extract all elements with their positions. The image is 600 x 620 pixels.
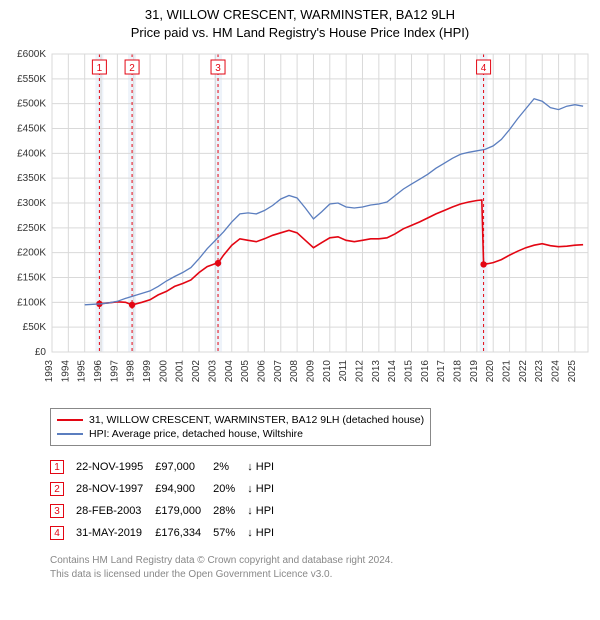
svg-text:£50K: £50K <box>23 323 47 334</box>
sales-pct: 2% <box>213 456 247 478</box>
svg-text:£200K: £200K <box>17 248 46 259</box>
svg-text:2007: 2007 <box>273 360 284 383</box>
sales-date: 28-NOV-1997 <box>76 478 155 500</box>
svg-text:2008: 2008 <box>289 360 300 383</box>
legend-label: 31, WILLOW CRESCENT, WARMINSTER, BA12 9L… <box>89 414 424 426</box>
sales-price: £176,334 <box>155 522 213 544</box>
svg-text:2004: 2004 <box>224 360 235 383</box>
sales-row: 328-FEB-2003£179,00028%↓ HPI <box>50 500 286 522</box>
svg-text:£300K: £300K <box>17 198 46 209</box>
svg-text:2006: 2006 <box>256 360 267 383</box>
sales-marker: 4 <box>50 522 76 544</box>
svg-text:3: 3 <box>215 63 221 74</box>
legend-row: 31, WILLOW CRESCENT, WARMINSTER, BA12 9L… <box>57 413 424 427</box>
legend-box: 31, WILLOW CRESCENT, WARMINSTER, BA12 9L… <box>50 408 431 446</box>
sales-date: 31-MAY-2019 <box>76 522 155 544</box>
title-line-2: Price paid vs. HM Land Registry's House … <box>0 24 600 42</box>
svg-text:2001: 2001 <box>175 360 186 383</box>
sales-marker: 2 <box>50 478 76 500</box>
svg-text:1998: 1998 <box>126 360 137 383</box>
svg-text:2018: 2018 <box>453 360 464 383</box>
svg-text:2016: 2016 <box>420 360 431 383</box>
svg-text:2025: 2025 <box>567 360 578 383</box>
chart-area: £0 £50K £100K £150K £200K £250K £300K £350K £400… <box>0 44 600 404</box>
svg-text:£450K: £450K <box>17 124 46 135</box>
title-line-1: 31, WILLOW CRESCENT, WARMINSTER, BA12 9L… <box>0 6 600 24</box>
svg-text:£100K: £100K <box>17 298 46 309</box>
svg-text:1996: 1996 <box>93 360 104 383</box>
svg-text:£550K: £550K <box>17 74 46 85</box>
svg-text:2011: 2011 <box>338 360 349 382</box>
svg-text:2: 2 <box>129 63 135 74</box>
sales-pct: 57% <box>213 522 247 544</box>
sales-pct: 28% <box>213 500 247 522</box>
svg-text:2002: 2002 <box>191 360 202 383</box>
sales-rel: ↓ HPI <box>247 522 286 544</box>
legend-swatch <box>57 433 83 435</box>
sales-price: £179,000 <box>155 500 213 522</box>
chart-svg: £0 £50K £100K £150K £200K £250K £300K £350K £400… <box>0 44 600 404</box>
sales-date: 22-NOV-1995 <box>76 456 155 478</box>
sales-rel: ↓ HPI <box>247 478 286 500</box>
svg-text:£500K: £500K <box>17 99 46 110</box>
svg-text:£600K: £600K <box>17 49 46 60</box>
svg-text:2014: 2014 <box>387 360 398 383</box>
svg-text:1994: 1994 <box>60 360 71 383</box>
svg-text:2012: 2012 <box>354 360 365 383</box>
legend-swatch <box>57 419 83 421</box>
footer-block: Contains HM Land Registry data © Crown c… <box>50 554 580 582</box>
svg-text:1999: 1999 <box>142 360 153 383</box>
svg-text:£350K: £350K <box>17 174 46 185</box>
svg-text:2009: 2009 <box>305 360 316 383</box>
sales-price: £94,900 <box>155 478 213 500</box>
svg-text:2024: 2024 <box>551 360 562 383</box>
svg-text:2005: 2005 <box>240 360 251 383</box>
legend-row: HPI: Average price, detached house, Wilt… <box>57 427 424 441</box>
sales-row: 122-NOV-1995£97,0002%↓ HPI <box>50 456 286 478</box>
sales-price: £97,000 <box>155 456 213 478</box>
svg-text:1: 1 <box>97 63 103 74</box>
svg-text:£0: £0 <box>35 347 47 358</box>
svg-text:1997: 1997 <box>109 360 120 383</box>
sales-marker: 1 <box>50 456 76 478</box>
sales-table: 122-NOV-1995£97,0002%↓ HPI228-NOV-1997£9… <box>50 456 286 544</box>
sales-pct: 20% <box>213 478 247 500</box>
svg-text:£150K: £150K <box>17 273 46 284</box>
title-block: 31, WILLOW CRESCENT, WARMINSTER, BA12 9L… <box>0 0 600 44</box>
sales-marker: 3 <box>50 500 76 522</box>
svg-text:2021: 2021 <box>502 360 513 383</box>
svg-text:£250K: £250K <box>17 223 46 234</box>
sales-row: 431-MAY-2019£176,33457%↓ HPI <box>50 522 286 544</box>
svg-text:2000: 2000 <box>158 360 169 383</box>
svg-text:2017: 2017 <box>436 360 447 383</box>
svg-text:2010: 2010 <box>322 360 333 383</box>
svg-text:£400K: £400K <box>17 149 46 160</box>
svg-text:1995: 1995 <box>77 360 88 383</box>
page-container: 31, WILLOW CRESCENT, WARMINSTER, BA12 9L… <box>0 0 600 582</box>
sales-date: 28-FEB-2003 <box>76 500 155 522</box>
svg-text:2019: 2019 <box>469 360 480 383</box>
svg-text:2003: 2003 <box>207 360 218 383</box>
sales-rel: ↓ HPI <box>247 500 286 522</box>
svg-text:1993: 1993 <box>44 360 55 383</box>
sales-row: 228-NOV-1997£94,90020%↓ HPI <box>50 478 286 500</box>
svg-text:2020: 2020 <box>485 360 496 383</box>
svg-text:2015: 2015 <box>404 360 415 383</box>
sales-rel: ↓ HPI <box>247 456 286 478</box>
svg-text:2022: 2022 <box>518 360 529 383</box>
legend-label: HPI: Average price, detached house, Wilt… <box>89 428 303 440</box>
footer-line-1: Contains HM Land Registry data © Crown c… <box>50 554 580 568</box>
svg-text:4: 4 <box>481 63 487 74</box>
footer-line-2: This data is licensed under the Open Gov… <box>50 568 580 582</box>
svg-text:2013: 2013 <box>371 360 382 383</box>
svg-text:2023: 2023 <box>534 360 545 383</box>
